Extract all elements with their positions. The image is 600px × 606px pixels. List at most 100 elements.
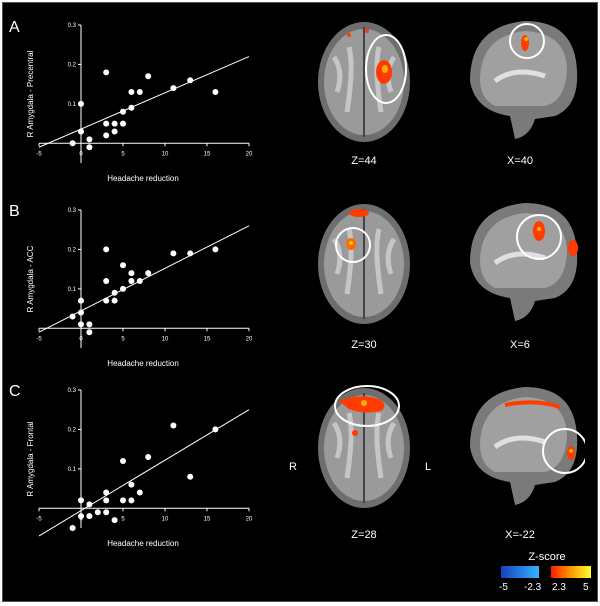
- data-point: [86, 501, 93, 508]
- data-point: [128, 104, 135, 111]
- data-point: [187, 473, 194, 480]
- colorbar-tick: 2.3: [552, 582, 566, 593]
- data-point: [78, 128, 84, 135]
- data-point: [103, 497, 110, 504]
- data-point: [78, 497, 84, 504]
- y-axis-label: R Amygdala - ACC: [26, 245, 35, 312]
- orientation-left-label: L: [425, 461, 432, 473]
- data-point: [120, 262, 126, 269]
- data-point: [103, 297, 110, 304]
- scatter-plot-c: -5 0 5 10 15 20 0.1 0.2 0.3 Headache reduction R A…: [26, 388, 253, 548]
- x-tick-label: -5: [36, 516, 42, 522]
- slice-label-a-sagittal: X=40: [507, 155, 533, 167]
- x-axis-label: Headache reduction: [107, 174, 179, 183]
- data-point: [103, 69, 110, 76]
- data-point: [128, 277, 135, 284]
- data-point: [187, 77, 194, 84]
- colorbar-positive-gradient: [551, 566, 591, 578]
- data-point: [212, 426, 219, 433]
- y-tick-label: 0.1: [68, 467, 77, 473]
- brain-axial-b: [318, 204, 410, 324]
- colorbar-tick: -2.3: [524, 582, 542, 593]
- y-axis-label: R Amygdala - Precentral: [26, 50, 35, 137]
- data-point: [145, 73, 152, 80]
- x-tick-label: 0: [79, 516, 83, 522]
- x-tick-label: 20: [246, 151, 253, 157]
- x-tick-label: 20: [246, 516, 253, 522]
- x-tick-label: -5: [36, 151, 42, 157]
- data-point: [170, 422, 177, 429]
- data-point: [111, 289, 118, 296]
- slice-label-b-sagittal: X=6: [510, 339, 530, 351]
- x-tick-label: 5: [121, 336, 125, 342]
- data-point: [212, 246, 219, 253]
- y-tick-label: 0.3: [68, 23, 77, 29]
- data-point: [120, 120, 126, 127]
- x-tick-label: 10: [162, 151, 169, 157]
- data-point: [128, 270, 135, 277]
- data-point: [78, 513, 84, 520]
- data-point: [69, 140, 76, 147]
- data-point: [170, 250, 177, 257]
- data-point: [86, 321, 93, 328]
- scatter-plot-b: -5 0 5 10 15 20 0.1 0.2 0.3 Headache reduction R A…: [26, 208, 253, 368]
- x-axis-label: Headache reduction: [107, 539, 179, 548]
- y-tick-label: 0.3: [68, 208, 77, 214]
- x-tick-label: 5: [121, 151, 125, 157]
- slice-label-b-axial: Z=30: [351, 339, 377, 351]
- y-tick-label: 0.1: [68, 102, 77, 108]
- colorbar-title: Z-score: [528, 551, 566, 563]
- data-point: [78, 321, 84, 328]
- slice-label-c-sagittal: X=-22: [505, 529, 535, 541]
- data-point: [136, 89, 143, 96]
- data-point: [103, 246, 110, 253]
- x-tick-label: 10: [162, 516, 169, 522]
- data-point: [78, 297, 84, 304]
- regression-line: [38, 56, 250, 148]
- data-point: [136, 489, 143, 496]
- x-tick-label: 15: [204, 151, 211, 157]
- data-point: [136, 277, 143, 284]
- data-point: [145, 454, 152, 461]
- y-tick-label: 0.2: [68, 247, 77, 253]
- slice-label-a-axial: Z=44: [351, 155, 377, 167]
- slice-label-c-axial: Z=28: [351, 529, 377, 541]
- scatter-plot-a: -5 0 5 10 15 20 0.1 0.2 0.3 Headache reduction R A…: [26, 23, 253, 183]
- data-point: [103, 132, 110, 139]
- colorbar-tick: -5: [499, 582, 508, 593]
- x-tick-label: 10: [162, 336, 169, 342]
- data-point: [111, 297, 118, 304]
- x-tick-label: 20: [246, 336, 253, 342]
- x-tick-label: 0: [79, 151, 83, 157]
- colorbar-negative-gradient: [501, 566, 539, 578]
- data-point: [120, 497, 126, 504]
- panel-letter-b: B: [9, 203, 20, 220]
- x-tick-label: 5: [121, 516, 125, 522]
- x-axis-label: Headache reduction: [107, 359, 179, 368]
- panel-letter-a: A: [9, 19, 20, 36]
- y-tick-label: 0.2: [68, 62, 77, 68]
- panel-letter-c: C: [9, 383, 21, 400]
- data-point: [111, 517, 118, 524]
- brain-sagittal-c: [470, 387, 585, 505]
- z-score-colorbar: Z-score -5 -2.3 2.3 5: [499, 551, 595, 599]
- x-tick-label: 0: [79, 336, 83, 342]
- x-tick-label: -5: [36, 336, 42, 342]
- data-point: [111, 128, 118, 135]
- data-point: [212, 89, 219, 96]
- data-point: [170, 85, 177, 92]
- data-point: [103, 277, 110, 284]
- brain-axial-a: [318, 22, 410, 142]
- data-point: [78, 309, 84, 316]
- orientation-right-label: R: [289, 461, 297, 473]
- data-point: [145, 270, 152, 277]
- y-tick-label: 0.2: [68, 427, 77, 433]
- data-point: [69, 313, 76, 320]
- x-tick-label: 15: [204, 336, 211, 342]
- data-point: [86, 329, 93, 336]
- data-point: [78, 100, 84, 107]
- data-point: [128, 89, 135, 96]
- x-tick-label: 15: [204, 516, 211, 522]
- y-axis-label: R Amygdala - Frontal: [26, 421, 35, 496]
- data-point: [120, 457, 126, 464]
